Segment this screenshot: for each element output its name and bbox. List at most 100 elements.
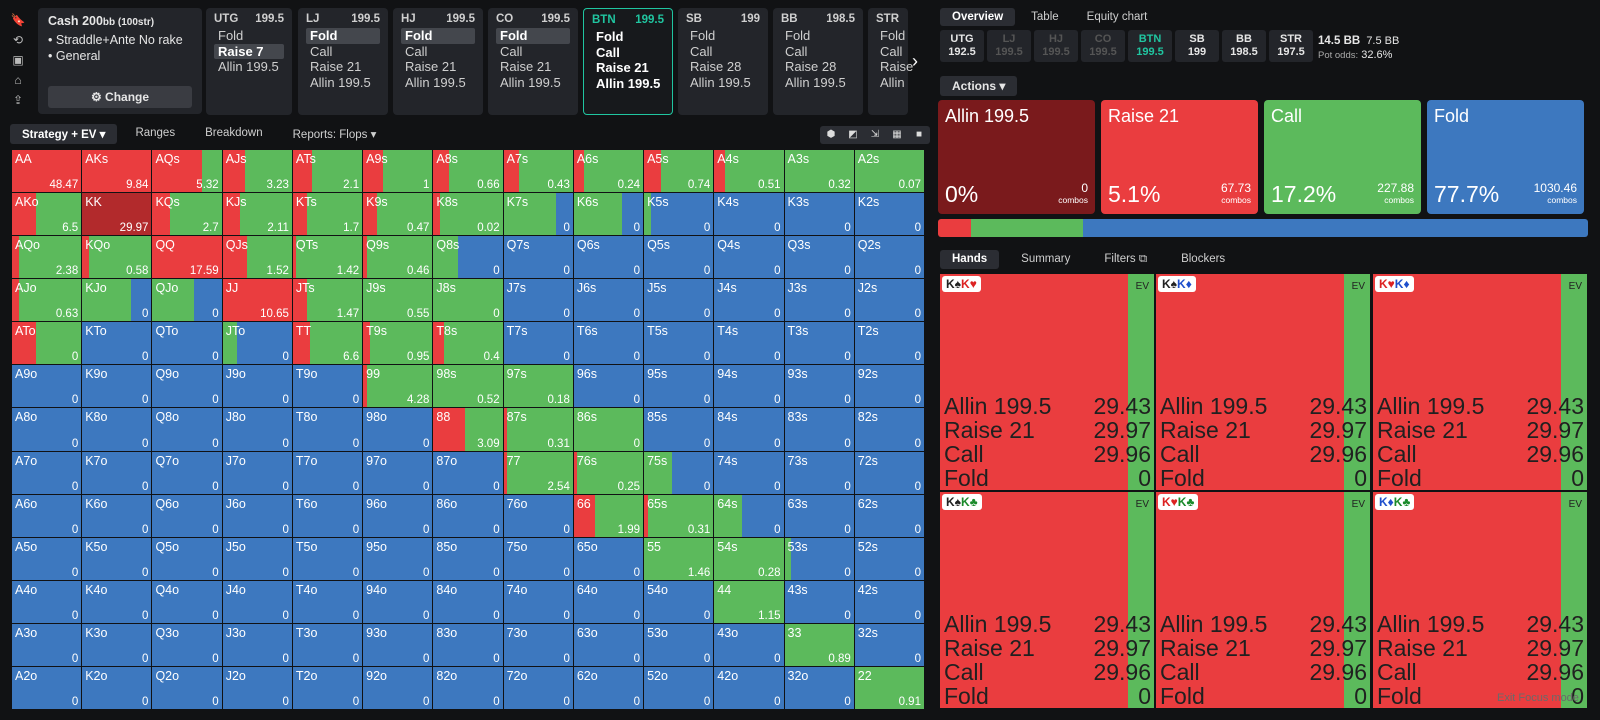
position-action[interactable]: Allin 199.5 [690,74,751,90]
position-action[interactable]: Raise 21 [500,59,552,74]
hand-cell-42s[interactable]: 42s 0 [854,580,924,623]
hand-cell-43s[interactable]: 43s 0 [784,580,854,623]
position-action[interactable]: Fold [306,28,380,44]
hand-cell-77[interactable]: 77 2.54 [503,451,573,494]
tab-filters[interactable]: Filters ⧉ [1104,253,1148,265]
position-action[interactable]: Call [405,43,428,59]
hand-combo-cell[interactable]: EV K♦K♣ Allin 199.5 29.43 Raise 21 29.97 Call 2… [1373,492,1587,708]
hand-cell-T4s[interactable]: T4s 0 [714,322,784,365]
actions-dropdown[interactable]: Actions ▾ [940,76,1018,96]
hand-cell-32o[interactable]: 32o 0 [784,666,854,709]
position-action[interactable]: Allin 199.5 [785,74,846,90]
hand-cell-72s[interactable]: 72s 0 [854,451,924,494]
position-action[interactable]: Allin 199.5 [500,74,561,90]
hand-cell-A4s[interactable]: A4s 0.51 [714,150,784,193]
hand-cell-KJs[interactable]: KJs 2.11 [222,193,292,236]
hand-cell-KTs[interactable]: KTs 1.7 [292,193,363,236]
hand-cell-AA[interactable]: AA 48.47 [12,150,82,193]
hand-cell-95o[interactable]: 95o 0 [363,537,433,580]
hand-cell-87s[interactable]: 87s 0.31 [503,408,573,451]
hand-cell-AKs[interactable]: AKs 9.84 [82,150,152,193]
hand-cell-A9s[interactable]: A9s 1 [363,150,433,193]
hand-cell-J2o[interactable]: J2o 0 [222,666,292,709]
hand-cell-T3o[interactable]: T3o 0 [292,623,363,666]
hand-cell-65o[interactable]: 65o 0 [573,537,644,580]
hand-cell-97o[interactable]: 97o 0 [363,451,433,494]
hand-cell-Q8s[interactable]: Q8s 0 [433,236,503,279]
hand-cell-T7s[interactable]: T7s 0 [503,322,573,365]
hand-cell-T9o[interactable]: T9o 0 [292,365,363,408]
tab-hands[interactable]: Hands [940,250,1000,269]
position-action[interactable]: Allin [880,74,905,90]
hand-cell-93s[interactable]: 93s 0 [784,365,854,408]
hand-cell-52s[interactable]: 52s 0 [854,537,924,580]
position-card-sb[interactable]: SB 199 Fold Call Raise 28 Allin 199.5 [678,8,768,115]
hand-cell-A3o[interactable]: A3o 0 [12,623,82,666]
hand-cell-A8o[interactable]: A8o 0 [12,408,82,451]
hand-cell-ATs[interactable]: ATs 2.1 [292,150,363,193]
position-action[interactable]: Raise 28 [785,59,837,74]
hand-cell-62s[interactable]: 62s 0 [854,494,924,537]
position-card-co[interactable]: CO 199.5 Fold Call Raise 21 Allin 199.5 [488,8,578,115]
hand-cell-TT[interactable]: TT 6.6 [292,322,363,365]
tab-summary[interactable]: Summary [1021,253,1071,265]
hand-cell-63o[interactable]: 63o 0 [573,623,644,666]
hand-cell-93o[interactable]: 93o 0 [363,623,433,666]
hand-cell-94o[interactable]: 94o 0 [363,580,433,623]
hand-cell-K4o[interactable]: K4o 0 [82,580,152,623]
position-action[interactable]: Raise [880,59,914,74]
hand-cell-T6o[interactable]: T6o 0 [292,494,363,537]
hand-cell-T5s[interactable]: T5s 0 [644,322,714,365]
position-action[interactable]: Call [500,43,523,59]
hand-cell-96o[interactable]: 96o 0 [363,494,433,537]
hand-cell-K6s[interactable]: K6s 0 [573,193,644,236]
contrast-icon[interactable]: ◩ [848,129,858,140]
hand-cell-55[interactable]: 55 1.46 [644,537,714,580]
position-card-bb[interactable]: BB 198.5 Fold Call Raise 28 Allin 199.5 [773,8,863,115]
gamepad-icon[interactable]: ⌂ [14,73,22,87]
hand-cell-K5s[interactable]: K5s 0 [644,193,714,236]
hand-cell-KJo[interactable]: KJo 0 [82,279,152,322]
hand-cell-54o[interactable]: 54o 0 [644,580,714,623]
hand-cell-Q9o[interactable]: Q9o 0 [152,365,222,408]
tab-strategy-ev[interactable]: Strategy + EV ▾ [10,124,118,144]
hand-cell-97s[interactable]: 97s 0.18 [503,365,573,408]
hand-cell-Q5o[interactable]: Q5o 0 [152,537,222,580]
position-card-lj[interactable]: LJ 199.5 Fold Call Raise 21 Allin 199.5 [298,8,388,115]
hand-cell-66[interactable]: 66 1.99 [573,494,644,537]
hand-cell-J9o[interactable]: J9o 0 [222,365,292,408]
hand-cell-T4o[interactable]: T4o 0 [292,580,363,623]
position-action[interactable]: Fold [785,28,811,43]
hand-cell-82o[interactable]: 82o 0 [433,666,503,709]
hand-cell-A4o[interactable]: A4o 0 [12,580,82,623]
hand-cell-A9o[interactable]: A9o 0 [12,365,82,408]
hand-cell-63s[interactable]: 63s 0 [784,494,854,537]
hand-cell-QTo[interactable]: QTo 0 [152,322,222,365]
hand-cell-K6o[interactable]: K6o 0 [82,494,152,537]
hand-cell-43o[interactable]: 43o 0 [714,623,784,666]
hand-combo-cell[interactable]: EV K♠K♣ Allin 199.5 29.43 Raise 21 29.97 Call 2… [940,492,1154,708]
hand-cell-Q3o[interactable]: Q3o 0 [152,623,222,666]
hand-cell-J3o[interactable]: J3o 0 [222,623,292,666]
save-icon[interactable]: ▣ [12,53,24,67]
player-chip-lj[interactable]: LJ 199.5 [987,30,1031,62]
hand-cell-J3s[interactable]: J3s 0 [784,279,854,322]
hand-cell-QQ[interactable]: QQ 17.59 [152,236,222,279]
hand-cell-73o[interactable]: 73o 0 [503,623,573,666]
bookmark-icon[interactable]: 🔖 [10,13,26,27]
hand-cell-72o[interactable]: 72o 0 [503,666,573,709]
hand-cell-87o[interactable]: 87o 0 [433,451,503,494]
hand-cell-T8o[interactable]: T8o 0 [292,408,363,451]
hand-cell-86o[interactable]: 86o 0 [433,494,503,537]
hand-cell-A2o[interactable]: A2o 0 [12,666,82,709]
hand-cell-A3s[interactable]: A3s 0.32 [784,150,854,193]
position-action[interactable]: Call [690,43,713,59]
hand-cell-A6s[interactable]: A6s 0.24 [573,150,644,193]
position-action[interactable]: Raise 21 [596,60,649,75]
hand-cell-T5o[interactable]: T5o 0 [292,537,363,580]
tab-breakdown[interactable]: Breakdown [205,127,263,139]
action-box-call[interactable]: Call 17.2% 227.88 combos [1264,100,1421,214]
position-action[interactable]: Fold [401,28,475,44]
hand-cell-K4s[interactable]: K4s 0 [714,193,784,236]
hand-cell-T7o[interactable]: T7o 0 [292,451,363,494]
